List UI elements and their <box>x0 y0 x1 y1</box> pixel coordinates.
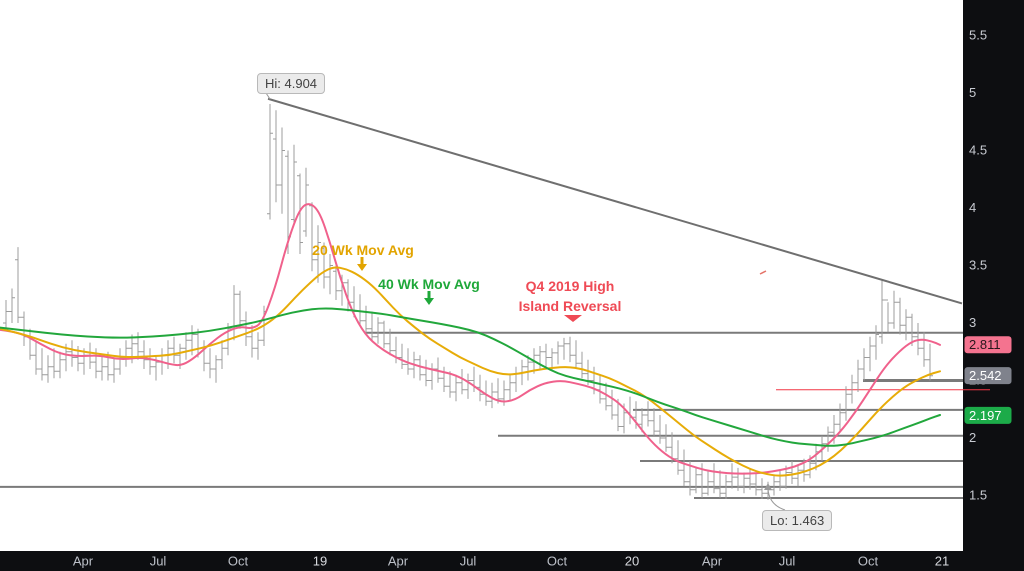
red-speck <box>759 270 767 275</box>
price-tick-label: 5 <box>969 85 976 100</box>
price-tick-label: 1.5 <box>969 488 987 503</box>
time-axis-label: Jul <box>460 554 477 569</box>
lo-callout-arrow-icon <box>764 483 772 490</box>
down-arrow-icon <box>357 264 367 271</box>
ma20-annotation-label[interactable]: 20 Wk Mov Avg <box>312 242 414 258</box>
time-axis-label: Apr <box>702 554 723 569</box>
ma-line-20-week-moving-average[interactable] <box>0 266 941 477</box>
down-arrow-icon <box>424 298 434 305</box>
price-tick-label: 3.5 <box>969 258 987 273</box>
price-badge <box>964 367 1012 385</box>
low-price-callout[interactable]: Lo: 1.463 <box>762 509 833 531</box>
price-badge-value: 2.811 <box>969 337 1001 352</box>
price-badge-value: 2.542 <box>969 368 1002 383</box>
island-reversal-marker-icon <box>564 315 582 322</box>
price-tick-label: 3 <box>969 315 976 330</box>
time-axis-label: 21 <box>935 554 949 569</box>
price-tick-label: 4 <box>969 200 976 215</box>
time-axis-label: 20 <box>625 554 639 569</box>
time-axis-label: Oct <box>858 554 879 569</box>
time-axis-label: Oct <box>228 554 249 569</box>
price-badge <box>964 406 1012 424</box>
island-annotation-line2: Island Reversal <box>518 298 622 314</box>
high-price-callout[interactable]: Hi: 4.904 <box>257 73 326 95</box>
price-badge-value: 2.197 <box>969 408 1002 423</box>
ma40-annotation-label[interactable]: 40 Wk Mov Avg <box>378 276 480 292</box>
price-tick-label: 4.5 <box>969 143 987 158</box>
price-tick-label: 2 <box>969 430 976 445</box>
descending-trendline[interactable] <box>267 97 963 305</box>
plot-background[interactable] <box>0 0 963 551</box>
ma-line-pink-ma[interactable] <box>0 203 941 475</box>
time-axis-label: Jul <box>779 554 796 569</box>
island-reversal-annotation[interactable]: Q4 2019 High Island Reversal <box>519 276 622 316</box>
time-axis-label: Apr <box>73 554 94 569</box>
time-axis-label: Apr <box>388 554 409 569</box>
price-tick-label: 5.5 <box>969 28 987 43</box>
ma-line-40-week-moving-average[interactable] <box>0 307 941 447</box>
price-badge <box>964 336 1012 354</box>
time-axis-label: Oct <box>547 554 568 569</box>
time-axis[interactable] <box>0 551 1024 571</box>
island-annotation-line1: Q4 2019 High <box>525 278 615 294</box>
time-axis-label: 19 <box>313 554 327 569</box>
time-axis-label: Jul <box>150 554 167 569</box>
price-axis[interactable] <box>963 0 1024 571</box>
